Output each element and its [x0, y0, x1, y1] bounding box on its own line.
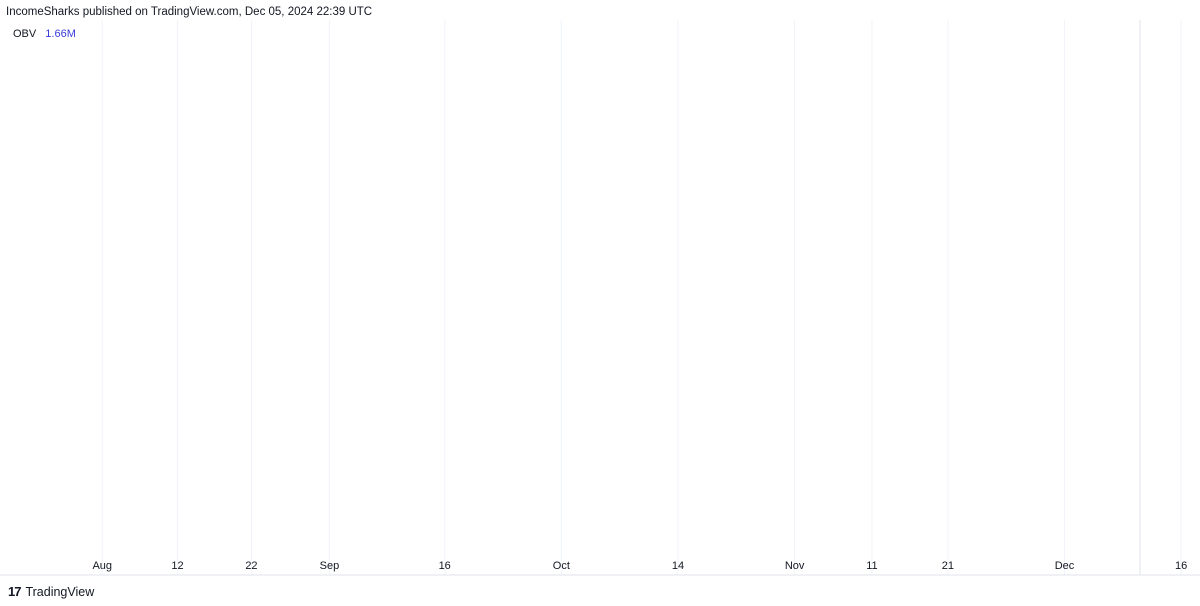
publish-info: IncomeSharks published on TradingView.co… [6, 6, 373, 18]
brand-label: TradingView [25, 584, 95, 599]
tradingview-logo-icon: 17 [8, 584, 22, 599]
x-tick-label: 21 [942, 560, 954, 572]
x-tick-label: 16 [1175, 560, 1187, 572]
x-tick-label: Sep [320, 560, 340, 572]
x-tick-label: 16 [439, 560, 451, 572]
tradingview-branding[interactable]: 17 TradingView [8, 584, 94, 599]
x-tick-label: Dec [1055, 560, 1075, 572]
x-tick-label: Aug [92, 560, 112, 572]
indicator-name: OBV [13, 28, 37, 40]
indicator-value: 1.66M [45, 28, 76, 40]
grid [101, 20, 1182, 575]
x-axis: Aug1222Sep16Oct14Nov1121Dec162025 [92, 560, 1187, 572]
x-tick-label: Oct [553, 560, 570, 572]
x-tick-label: Nov [785, 560, 805, 572]
x-tick-label: 22 [245, 560, 257, 572]
x-tick-label: 14 [672, 560, 684, 572]
indicator-legend[interactable]: OBV 1.66M [13, 28, 76, 40]
x-tick-label: 12 [171, 560, 183, 572]
x-tick-label: 11 [866, 560, 877, 572]
